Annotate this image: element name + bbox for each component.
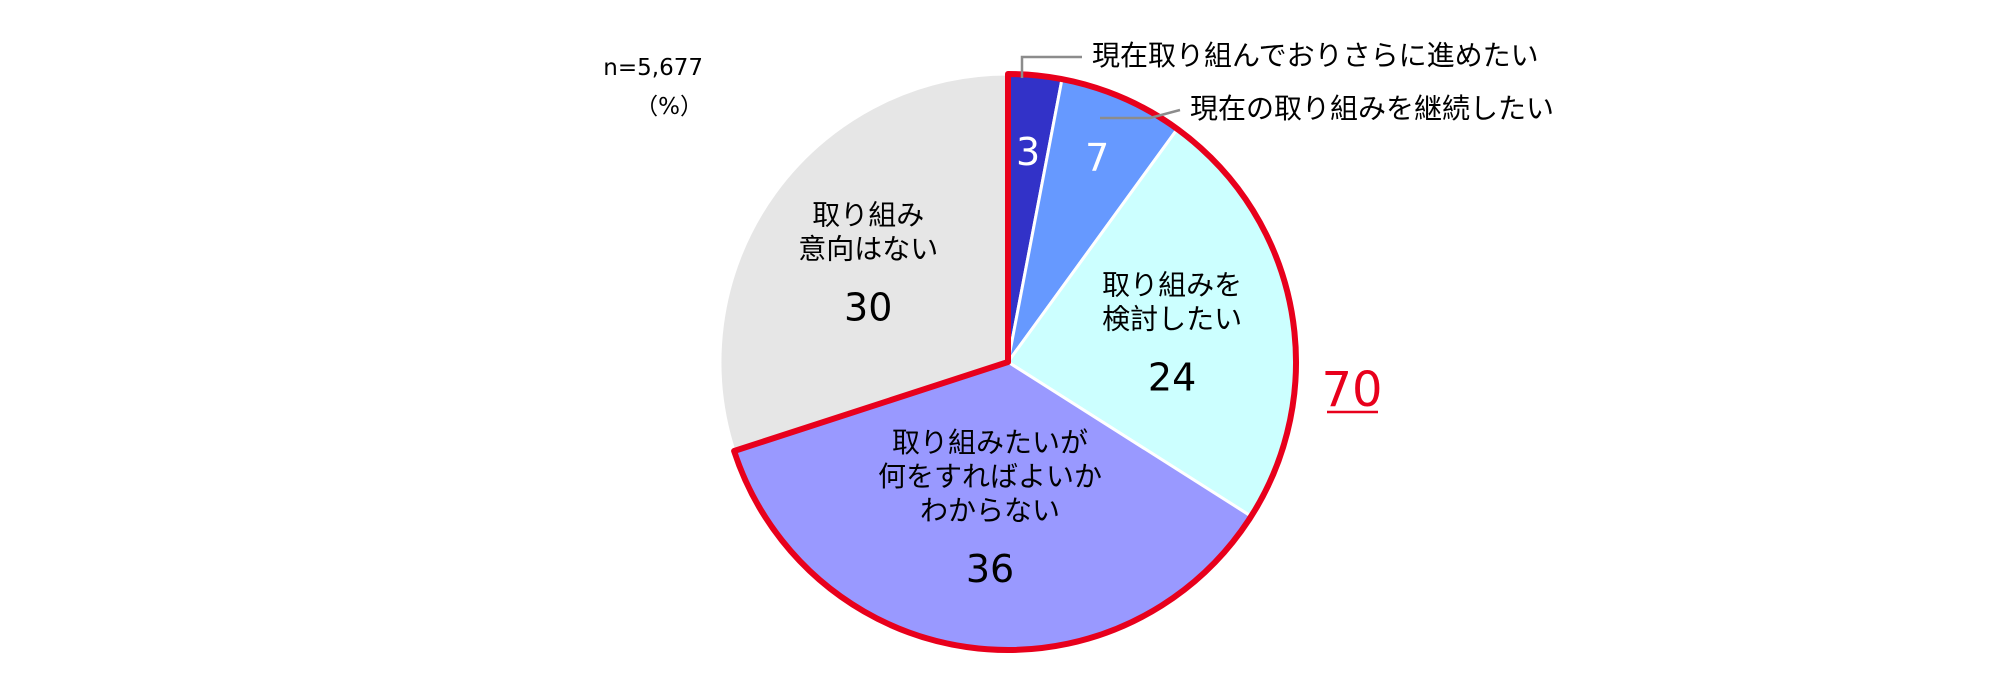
slice-category-label: 意向はない (798, 232, 938, 265)
callout-leader-line (1100, 108, 1181, 120)
callout-label: 現在取り組んでおりさらに進めたい (1092, 39, 1539, 72)
callout-label: 現在の取り組みを継続したい (1190, 92, 1554, 125)
highlight-total-label: 70 (1321, 362, 1382, 418)
highlight-outline (731, 71, 1299, 653)
pie-slice (718, 72, 1010, 453)
slice-value-label: 36 (966, 547, 1014, 591)
slice-category-label: 何をすればよいか (878, 460, 1102, 493)
slice-category-label: 取り組みを (1102, 269, 1242, 302)
slice-value-label: 7 (1085, 136, 1109, 180)
callout-leader-line (1020, 55, 1082, 78)
pie-slices (718, 72, 1298, 652)
slice-category-label: 検討したい (1102, 303, 1242, 336)
sample-size-note: n=5,677 (603, 55, 703, 81)
slice-category-label: わからない (920, 494, 1060, 527)
slice-value-label: 3 (1016, 130, 1040, 174)
unit-note: （%） (635, 94, 703, 120)
slice-value-label: 24 (1148, 356, 1196, 400)
slice-value-label: 30 (844, 285, 892, 329)
slice-category-label: 取り組み (812, 198, 924, 231)
slice-category-label: 取り組みたいが (892, 426, 1088, 459)
